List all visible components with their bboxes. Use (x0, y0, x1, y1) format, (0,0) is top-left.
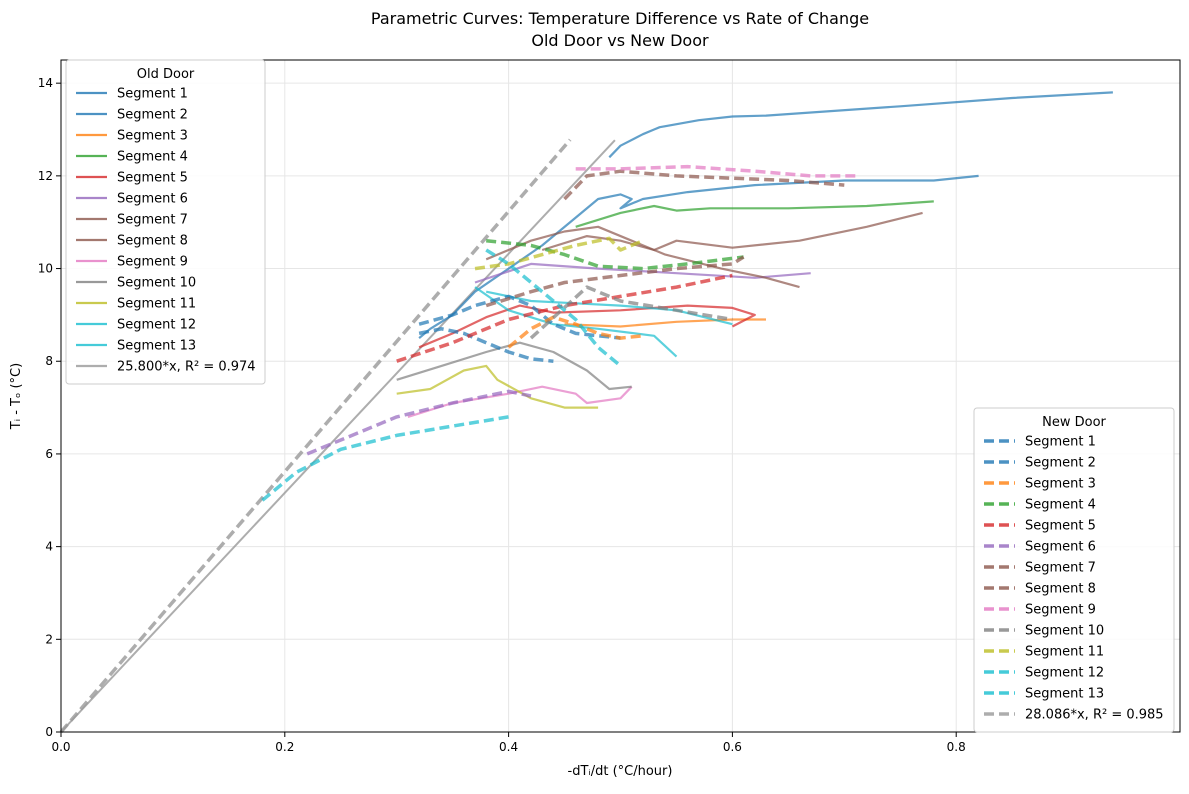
old-door-segment-9-line (407, 385, 633, 418)
new-door-legend: New Door Segment 1 Segment 2 Segment 3 Segme… (973, 407, 1175, 733)
new-door-segment-12-line (261, 415, 509, 502)
y-tick-label: 6 (45, 447, 53, 461)
new-door-segment-6-line (306, 389, 532, 456)
legend-label: Segment 2 (117, 108, 188, 123)
y-tick-label: 14 (38, 76, 53, 90)
legend-title: Old Door (137, 67, 195, 82)
x-tick-label: 0.0 (51, 740, 70, 754)
legend-label: 28.086*x, R² = 0.985 (1025, 708, 1164, 723)
y-tick-label: 12 (38, 169, 53, 183)
legend-label: Segment 6 (117, 192, 188, 207)
legend-label: Segment 13 (1025, 687, 1104, 702)
y-tick-label: 2 (45, 632, 53, 646)
legend-label: Segment 8 (1025, 582, 1096, 597)
legend-label: Segment 12 (1025, 666, 1104, 681)
series-layer (261, 91, 1113, 502)
new-door-segment-4-line (486, 238, 744, 271)
old-door-legend: Old Door Segment 1 Segment 2 Segment 3 Segme… (65, 59, 266, 385)
legend-label: Segment 5 (117, 171, 188, 186)
legend-label: Segment 13 (117, 339, 196, 354)
old-door-segment-2-line (418, 174, 979, 339)
legend-box (65, 59, 266, 385)
legend-label: Segment 11 (117, 297, 196, 312)
old-door-segment-13-line (474, 286, 678, 358)
old-door-segment-5-line (418, 304, 756, 349)
legend-label: 25.800*x, R² = 0.974 (117, 360, 256, 375)
y-tick-label: 0 (45, 725, 53, 739)
old-door-segment-11-line (396, 364, 599, 409)
new-door-segment-11-line (474, 236, 644, 271)
legend-label: Segment 10 (117, 276, 196, 291)
chart-title-line2: Old Door vs New Door (531, 31, 709, 50)
legend-label: Segment 5 (1025, 519, 1096, 534)
legend-label: Segment 7 (117, 213, 188, 228)
plot-frame (60, 59, 1181, 733)
old-door-segment-4-line (575, 200, 934, 228)
legend-label: Segment 3 (1025, 477, 1096, 492)
new-door-segment-3-line (507, 315, 644, 349)
new-door-segment-13-line (485, 248, 622, 368)
legend-label: Segment 6 (1025, 540, 1096, 555)
chart-title-line1: Parametric Curves: Temperature Differenc… (371, 9, 869, 28)
old-door-segment-7-line (485, 225, 800, 289)
old-door-segment-12-line (485, 290, 733, 326)
x-tick-label: 0.4 (499, 740, 518, 754)
x-tick-label: 0.8 (947, 740, 966, 754)
legend-label: Segment 3 (117, 129, 188, 144)
legend-label: Segment 11 (1025, 645, 1104, 660)
y-tick-label: 8 (45, 354, 53, 368)
new-door-segment-9-line (575, 164, 856, 178)
new-door-segment-10-line (529, 285, 733, 340)
y-tick-label: 10 (38, 262, 53, 276)
legend-label: Segment 9 (1025, 603, 1096, 618)
ticks-layer: 0.0 0.2 0.4 0.6 0.8 0 2 4 6 8 10 12 14 (38, 76, 966, 754)
x-tick-label: 0.6 (723, 740, 742, 754)
old-door-segment-1-line (608, 91, 1113, 159)
new-door-segment-8-line (485, 255, 745, 308)
legends-layer: Old Door Segment 1 Segment 2 Segment 3 Segme… (65, 59, 1175, 733)
old-door-fit-line (60, 139, 616, 733)
legend-label: Segment 10 (1025, 624, 1104, 639)
legend-label: Segment 7 (1025, 561, 1096, 576)
fit-lines-layer (59, 138, 616, 734)
new-door-segment-1-line (418, 327, 554, 363)
x-tick-label: 0.2 (275, 740, 294, 754)
legend-label: Segment 12 (117, 318, 196, 333)
old-door-segment-10-line (396, 341, 632, 391)
y-axis-label: Tᵢ - Tₒ (°C) (9, 363, 24, 430)
legend-label: Segment 4 (117, 150, 188, 165)
x-axis-label: -dTᵢ/dt (°C/hour) (568, 764, 673, 779)
legend-label: Segment 1 (1025, 435, 1096, 450)
legend-label: Segment 1 (117, 87, 188, 102)
legend-label: Segment 8 (117, 234, 188, 249)
old-door-segment-8-line (541, 211, 923, 252)
legend-title: New Door (1042, 415, 1106, 430)
y-tick-label: 4 (45, 540, 53, 554)
legend-label: Segment 4 (1025, 498, 1096, 513)
legend-label: Segment 9 (117, 255, 188, 270)
new-door-segment-5-line (396, 273, 733, 363)
new-door-fit-line (59, 138, 572, 734)
new-door-segment-7-line (563, 169, 845, 201)
new-door-segment-2-line (418, 294, 621, 340)
legend-box (973, 407, 1175, 733)
legend-label: Segment 2 (1025, 456, 1096, 471)
